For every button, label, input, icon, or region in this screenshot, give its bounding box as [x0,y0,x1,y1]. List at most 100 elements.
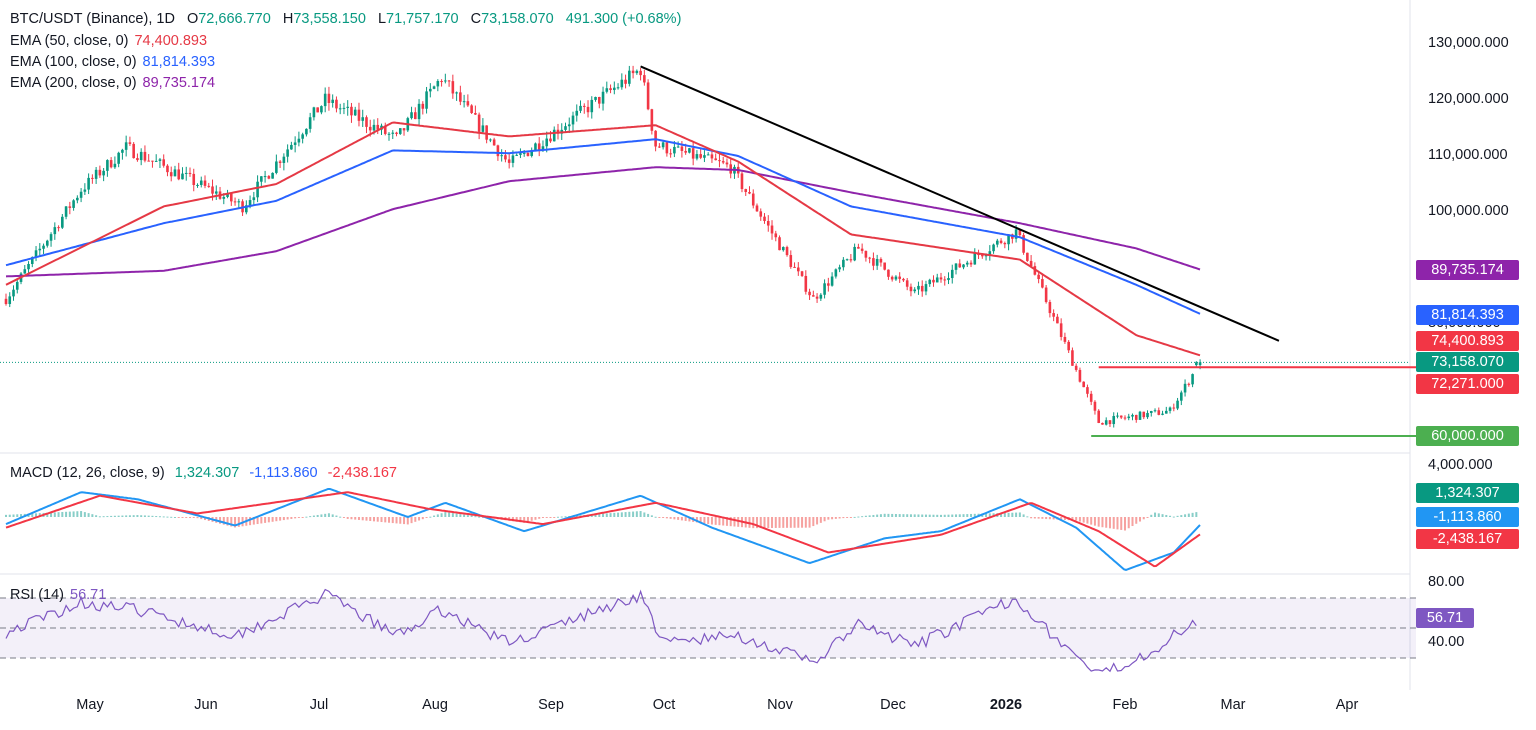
candle-body [710,154,714,159]
macd-histogram-bar [849,517,852,518]
ema200-line [5,166,1201,278]
candle-body [184,172,188,174]
macd-histogram-bar [1135,517,1138,524]
macd-histogram-bar [677,517,680,520]
macd-histogram-bar [605,513,608,517]
macd-histogram-bar [962,514,965,517]
candle-body [1146,412,1149,418]
candle-body [323,93,327,107]
macd-histogram-bar [95,515,98,517]
candle-body [166,165,169,173]
macd-histogram-bar [635,511,638,517]
macd-histogram-bar [459,514,462,517]
candle-body [1138,411,1142,420]
candle-body [932,279,935,283]
macd-histogram-bar [1184,514,1187,517]
candle-body [267,176,271,179]
macd-line [5,488,1201,571]
candle-body [72,200,75,208]
low-label: L [377,11,387,27]
candle-body [256,181,259,198]
candle-body [755,205,759,212]
price-legend: BTC/USDT (Binance), 1D O72,666.770 H73,5… [10,9,681,29]
candle-body [30,257,34,264]
macd-histogram-bar [628,511,631,517]
ema200-legend[interactable]: EMA (200, close, 0) 89,735.174 [10,73,215,93]
macd-histogram-bar [541,517,544,518]
candle-body [132,143,135,159]
candle-body [301,134,304,139]
candle-body [1037,274,1040,280]
candle-body [320,106,323,113]
macd-histogram-bar [391,517,394,524]
candle-body [489,139,492,141]
candle-body [211,186,214,194]
ema50-legend[interactable]: EMA (50, close, 0) 74,400.893 [10,31,207,51]
rsi-line [5,588,1197,673]
rsi-legend[interactable]: RSI (14) 56.71 [10,585,106,605]
macd-histogram-bar [842,517,845,519]
ema50-legend-value: 74,400.893 [134,33,208,49]
candle-body [335,99,338,109]
macd-histogram-bar [166,516,169,518]
candle-body [485,125,488,140]
macd-histogram-bar [924,514,927,517]
candle-body [173,169,177,177]
macd-histogram-bar [1150,514,1153,517]
candle-body [338,108,342,110]
candle-body [290,144,293,150]
candle-body [357,109,361,121]
candle-body [151,160,154,162]
macd-histogram-bar [1052,517,1055,520]
ema100-legend[interactable]: EMA (100, close, 0) 81,814.393 [10,52,215,72]
candle-body [83,189,87,192]
candle-body [594,96,597,100]
candle-body [46,240,49,246]
x-tick-mar: Mar [1220,697,1246,713]
macd-histogram-bar [1033,517,1036,519]
candle-body [158,159,162,161]
candle-body [500,155,503,157]
macd-histogram-bar [737,517,740,527]
change-value: 491.300 (+0.68%) [565,11,682,27]
macd-histogram-bar [365,517,368,521]
candle-body [673,146,676,154]
macd-histogram-bar [602,513,605,517]
macd-histogram-bar [665,517,668,519]
candle-body [387,133,391,135]
candle-body [207,185,211,187]
candle-body [496,145,500,157]
candle-body [902,278,905,281]
candle-body [316,107,319,113]
x-tick-sep: Sep [538,697,564,713]
macd-histogram-bar [249,517,252,526]
candle-body [124,142,128,150]
open-value: 72,666.770 [198,11,271,27]
candle-body [646,82,650,110]
macd-histogram-bar [538,517,541,519]
candle-body [624,79,627,84]
x-tick-jun: Jun [194,697,218,713]
macd-histogram-bar [560,516,563,518]
candle-body [504,155,507,160]
candle-body [455,92,458,94]
candle-body [845,259,849,261]
macd-histogram-bar [1169,515,1172,517]
candle-body [98,169,102,176]
candle-body [94,169,98,179]
candle-body [609,88,612,91]
candle-body [597,96,601,104]
candle-body [1007,234,1010,245]
macd-histogram-bar [117,515,120,517]
macd-histogram-bar [1030,517,1033,519]
macd-legend[interactable]: MACD (12, 26, close, 9) 1,324.307 -1,113… [10,463,397,483]
macd-histogram-bar [234,517,237,528]
candle-body [800,271,804,276]
macd-legend-macd: -1,113.860 [249,465,318,481]
macd-histogram-bar [279,517,282,521]
candle-body [988,251,992,256]
macd-histogram-bar [20,514,23,517]
candle-body [924,284,928,292]
